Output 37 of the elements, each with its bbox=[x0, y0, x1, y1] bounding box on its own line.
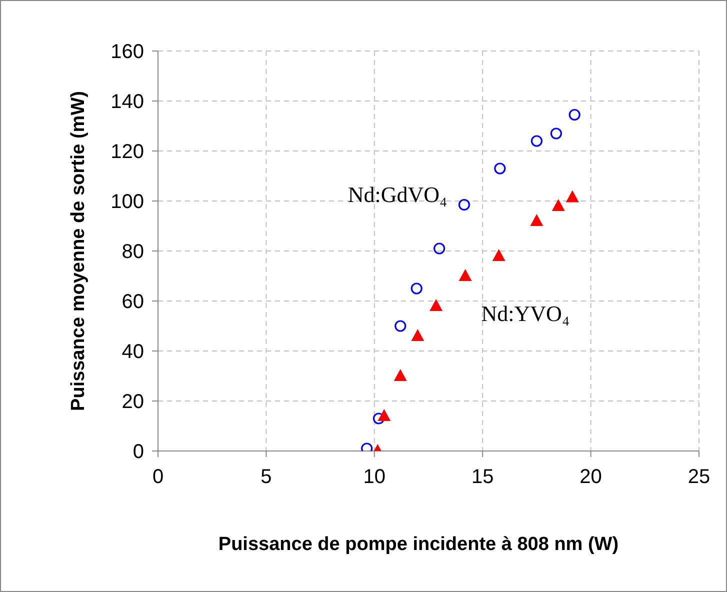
x-axis-title: Puissance de pompe incidente à 808 nm (W) bbox=[218, 534, 619, 555]
point bbox=[378, 409, 391, 421]
point bbox=[411, 329, 424, 341]
point bbox=[552, 199, 565, 211]
point bbox=[458, 269, 472, 281]
y-tick-label: 20 bbox=[122, 391, 144, 414]
point bbox=[372, 412, 385, 424]
point bbox=[530, 214, 544, 226]
series-label: Nd:GdVO₄ bbox=[348, 182, 448, 207]
point bbox=[410, 282, 422, 294]
x-tick-label: 10 bbox=[363, 466, 386, 488]
x-tick-label: 0 bbox=[152, 466, 164, 488]
y-tick-label: 100 bbox=[110, 191, 144, 214]
point bbox=[434, 242, 446, 254]
x-tick-label: 20 bbox=[580, 466, 602, 488]
y-tick-label: 120 bbox=[110, 141, 144, 164]
y-tick-label: 60 bbox=[122, 291, 144, 314]
point bbox=[492, 249, 506, 261]
x-tick-label: 5 bbox=[260, 466, 272, 488]
x-tick-label: 15 bbox=[471, 466, 494, 488]
y-tick-label: 160 bbox=[110, 41, 144, 64]
y-tick-label: 0 bbox=[132, 441, 144, 464]
y-tick-label: 40 bbox=[122, 341, 144, 364]
point bbox=[566, 190, 579, 202]
series-label: Nd:YVO₄ bbox=[481, 301, 570, 326]
point bbox=[530, 135, 542, 147]
point bbox=[550, 128, 562, 140]
point bbox=[430, 299, 443, 311]
point bbox=[568, 108, 580, 121]
point bbox=[394, 369, 407, 381]
y-tick-label: 140 bbox=[110, 91, 144, 114]
y-axis-title: Puissance moyenne de sortie (mW) bbox=[68, 91, 90, 411]
point bbox=[394, 320, 406, 332]
point bbox=[494, 162, 506, 174]
x-tick-label: 25 bbox=[688, 466, 710, 488]
point bbox=[458, 198, 470, 211]
y-tick-label: 80 bbox=[122, 241, 144, 264]
